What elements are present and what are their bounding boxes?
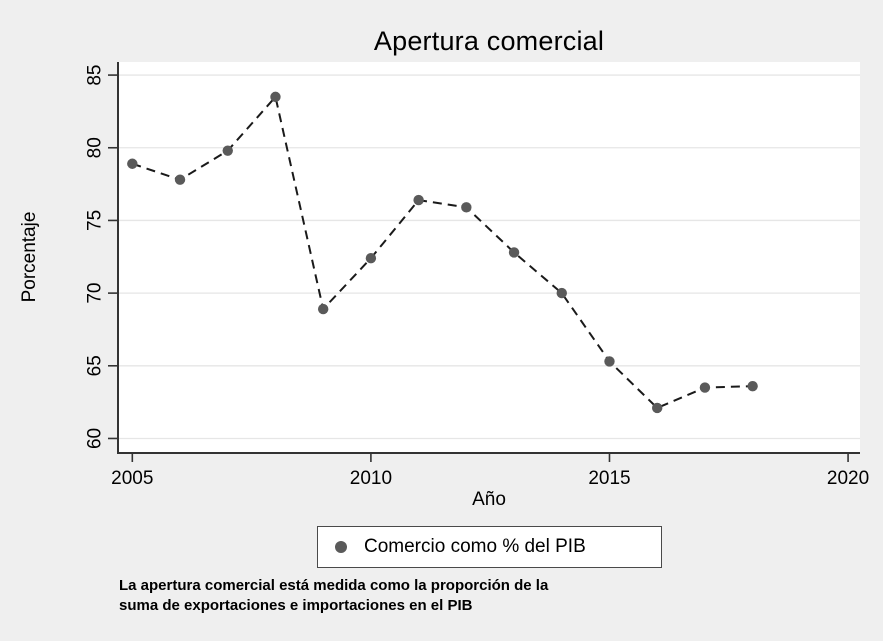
data-point	[174, 174, 186, 185]
data-point	[508, 247, 520, 258]
legend-label: Comercio como % del PIB	[364, 536, 586, 557]
footnote: La apertura comercial está medida como l…	[119, 576, 548, 616]
data-point	[365, 253, 377, 264]
chart-title: Apertura comercial	[373, 26, 605, 56]
data-point	[604, 356, 615, 367]
y-axis-title: Porcentaje	[19, 211, 40, 303]
y-tick-label: 75	[85, 210, 106, 231]
plot-background	[118, 62, 860, 453]
data-point	[652, 402, 663, 414]
y-tick-label: 85	[85, 65, 106, 86]
data-point	[747, 380, 758, 392]
x-tick-label: 2010	[350, 468, 392, 489]
x-axis-title: Año	[472, 489, 506, 510]
legend: Comercio como % del PIB	[317, 526, 662, 568]
y-tick-label: 80	[85, 137, 106, 158]
y-tick-label: 65	[85, 355, 106, 376]
x-tick-label: 2015	[588, 468, 630, 489]
x-tick-label: 2005	[111, 468, 153, 489]
data-line	[131, 94, 753, 410]
data-point	[127, 158, 138, 169]
x-tick-label: 2020	[827, 468, 869, 489]
data-point	[270, 91, 281, 103]
legend-circle-icon	[335, 541, 347, 553]
data-point	[556, 287, 567, 299]
data-point	[699, 382, 711, 393]
data-point	[413, 194, 424, 206]
y-tick-label: 60	[85, 428, 106, 449]
data-point	[317, 303, 329, 315]
data-point	[222, 145, 233, 156]
data-point	[461, 202, 472, 213]
footnote-line-1: La apertura comercial está medida como l…	[119, 577, 549, 594]
y-tick-label: 70	[85, 283, 106, 304]
footnote-line-2: suma de exportaciones e importaciones en…	[119, 597, 473, 614]
